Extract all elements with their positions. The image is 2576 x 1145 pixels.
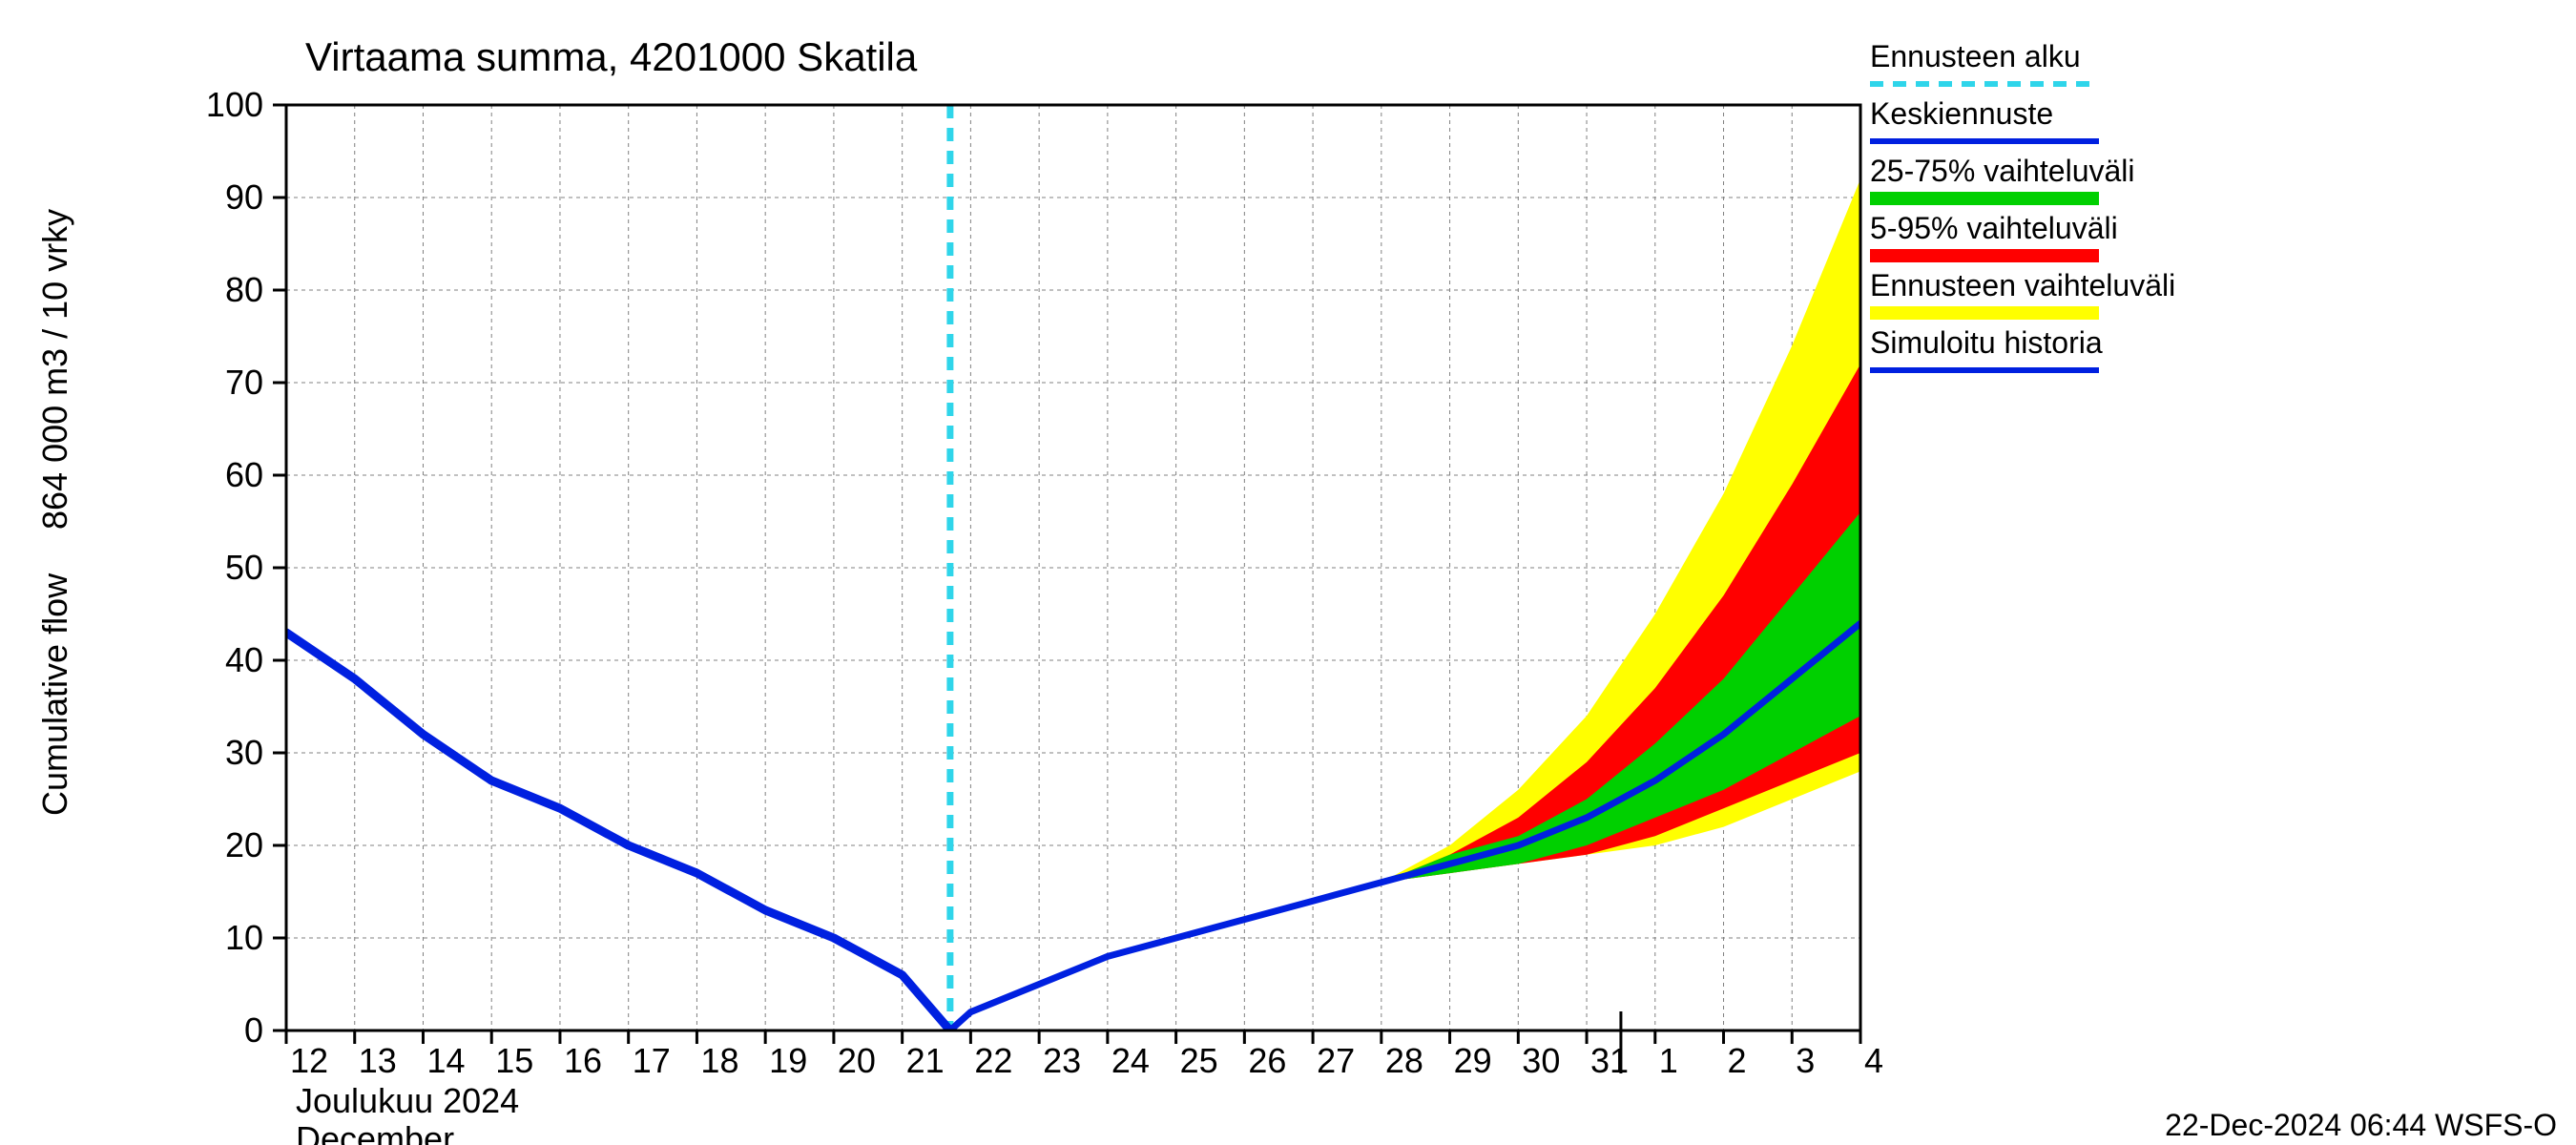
svg-text:Virtaama summa, 4201000 Skatil: Virtaama summa, 4201000 Skatila xyxy=(305,34,918,79)
svg-text:20: 20 xyxy=(225,825,263,864)
svg-text:Ennusteen alku: Ennusteen alku xyxy=(1870,39,2081,73)
svg-text:1: 1 xyxy=(1659,1041,1678,1080)
svg-text:29: 29 xyxy=(1454,1041,1492,1080)
svg-text:30: 30 xyxy=(225,733,263,772)
svg-text:0: 0 xyxy=(244,1010,263,1050)
chart-container: 0102030405060708090100121314151617181920… xyxy=(0,0,2576,1145)
svg-text:90: 90 xyxy=(225,177,263,217)
svg-text:Joulukuu 2024: Joulukuu 2024 xyxy=(296,1081,519,1120)
svg-text:14: 14 xyxy=(426,1041,465,1080)
svg-text:3: 3 xyxy=(1796,1041,1815,1080)
svg-text:27: 27 xyxy=(1317,1041,1355,1080)
svg-text:30: 30 xyxy=(1522,1041,1560,1080)
svg-text:23: 23 xyxy=(1043,1041,1081,1080)
svg-text:4: 4 xyxy=(1864,1041,1883,1080)
svg-text:17: 17 xyxy=(633,1041,671,1080)
svg-text:25: 25 xyxy=(1180,1041,1218,1080)
svg-text:80: 80 xyxy=(225,270,263,309)
svg-text:15: 15 xyxy=(495,1041,533,1080)
svg-text:December: December xyxy=(296,1119,454,1145)
svg-text:20: 20 xyxy=(838,1041,876,1080)
svg-text:22: 22 xyxy=(974,1041,1012,1080)
svg-text:16: 16 xyxy=(564,1041,602,1080)
svg-text:19: 19 xyxy=(769,1041,807,1080)
svg-text:Ennusteen vaihteluväli: Ennusteen vaihteluväli xyxy=(1870,268,2175,302)
svg-text:25-75% vaihteluväli: 25-75% vaihteluväli xyxy=(1870,154,2135,188)
svg-text:31: 31 xyxy=(1590,1041,1629,1080)
svg-text:Cumulative flow: Cumulative flow xyxy=(35,572,74,816)
svg-text:12: 12 xyxy=(290,1041,328,1080)
svg-text:2: 2 xyxy=(1728,1041,1747,1080)
svg-text:28: 28 xyxy=(1385,1041,1423,1080)
svg-text:70: 70 xyxy=(225,363,263,402)
svg-text:5-95% vaihteluväli: 5-95% vaihteluväli xyxy=(1870,211,2118,245)
svg-text:22-Dec-2024 06:44 WSFS-O: 22-Dec-2024 06:44 WSFS-O xyxy=(2165,1108,2557,1142)
svg-text:60: 60 xyxy=(225,455,263,494)
svg-text:10: 10 xyxy=(225,918,263,957)
svg-text:13: 13 xyxy=(359,1041,397,1080)
chart-svg: 0102030405060708090100121314151617181920… xyxy=(0,0,2576,1145)
svg-text:21: 21 xyxy=(906,1041,945,1080)
svg-text:Keskiennuste: Keskiennuste xyxy=(1870,96,2053,131)
svg-text:50: 50 xyxy=(225,548,263,587)
svg-text:Simuloitu historia: Simuloitu historia xyxy=(1870,325,2103,360)
svg-text:40: 40 xyxy=(225,640,263,679)
svg-text:864 000 m3 / 10 vrky: 864 000 m3 / 10 vrky xyxy=(35,209,74,530)
svg-text:100: 100 xyxy=(206,85,263,124)
svg-text:18: 18 xyxy=(700,1041,738,1080)
svg-text:24: 24 xyxy=(1111,1041,1150,1080)
svg-text:26: 26 xyxy=(1248,1041,1286,1080)
